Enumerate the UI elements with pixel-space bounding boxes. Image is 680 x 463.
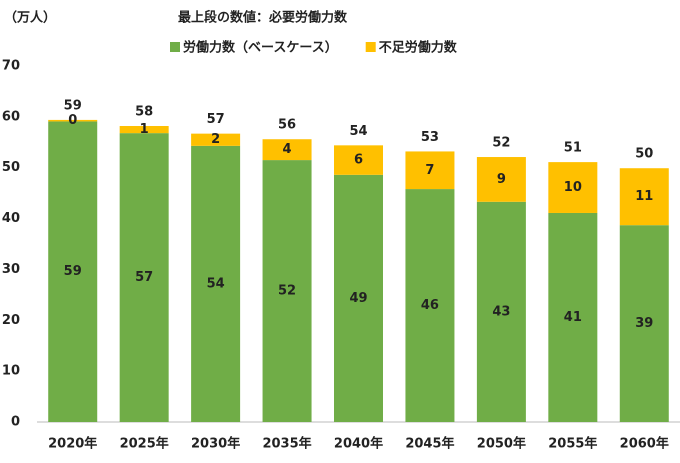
- y-tick-label: 50: [2, 160, 20, 175]
- legend-swatch: [170, 42, 180, 52]
- total-label: 58: [135, 105, 153, 120]
- bar-segment: [476, 157, 526, 202]
- y-tick-label: 60: [2, 109, 20, 124]
- total-label: 50: [635, 147, 653, 162]
- bar-segment: [619, 225, 669, 422]
- y-tick-label: 40: [2, 211, 20, 226]
- y-axis-label: （万人）: [4, 10, 56, 26]
- x-tick-label: 2040年: [334, 436, 383, 452]
- total-label: 53: [421, 130, 439, 145]
- data-label: 9: [497, 172, 506, 187]
- bar-segment: [548, 212, 598, 422]
- data-label: 52: [278, 284, 296, 299]
- data-label: 4: [283, 142, 292, 157]
- bar-segment: [619, 168, 669, 226]
- data-label: 46: [421, 298, 439, 313]
- legend-label: 労働力数（ベースケース）: [183, 40, 338, 56]
- data-label: 7: [425, 163, 434, 178]
- total-label: 59: [64, 98, 82, 113]
- x-tick-label: 2025年: [120, 436, 169, 452]
- y-tick-label: 10: [2, 364, 20, 379]
- x-tick-label: 2045年: [405, 436, 454, 452]
- data-label: 54: [207, 276, 225, 291]
- total-label: 56: [278, 118, 296, 133]
- x-tick-label: 2030年: [191, 436, 240, 452]
- bar-segment: [191, 145, 241, 423]
- x-tick-label: 2050年: [477, 436, 526, 452]
- data-label: 1: [140, 122, 149, 137]
- data-label: 6: [354, 153, 363, 168]
- y-tick-label: 30: [2, 262, 20, 277]
- total-label: 54: [349, 124, 367, 139]
- bar-segment: [334, 174, 383, 422]
- data-label: 10: [564, 180, 582, 195]
- bar-segment: [119, 126, 169, 134]
- total-label: 57: [207, 112, 225, 127]
- bar-segment: [548, 162, 598, 213]
- annotation: 最上段の数値：必要労働力数: [178, 10, 348, 26]
- bar-segment: [405, 151, 455, 190]
- total-label: 52: [492, 136, 510, 151]
- data-label: 39: [635, 316, 653, 331]
- y-tick-label: 20: [2, 313, 20, 328]
- bar-segment: [405, 189, 455, 422]
- data-label: 49: [349, 291, 367, 306]
- legend-swatch: [365, 42, 376, 52]
- y-tick-label: 70: [2, 59, 20, 74]
- bar-segment: [262, 139, 312, 161]
- bar-segment: [476, 201, 526, 422]
- bar-segment: [334, 145, 383, 175]
- data-label: 41: [564, 310, 582, 325]
- data-label: 59: [64, 264, 82, 279]
- total-label: 51: [564, 141, 582, 156]
- x-tick-label: 2060年: [620, 436, 669, 452]
- legend-label: 不足労働力数: [379, 40, 458, 56]
- bar-segment: [119, 133, 169, 423]
- data-label: 11: [635, 189, 653, 204]
- x-tick-label: 2020年: [48, 436, 97, 452]
- bar-segment: [48, 119, 98, 122]
- bar-segment: [191, 133, 241, 146]
- data-label: 2: [211, 132, 220, 147]
- data-label: 57: [135, 270, 153, 285]
- data-label: 43: [492, 304, 510, 319]
- x-tick-label: 2055年: [548, 436, 597, 452]
- bar-segment: [262, 160, 312, 423]
- y-tick-label: 0: [11, 415, 20, 430]
- bar-segment: [48, 121, 98, 422]
- data-label: 0: [68, 113, 77, 128]
- x-tick-label: 2035年: [262, 436, 311, 452]
